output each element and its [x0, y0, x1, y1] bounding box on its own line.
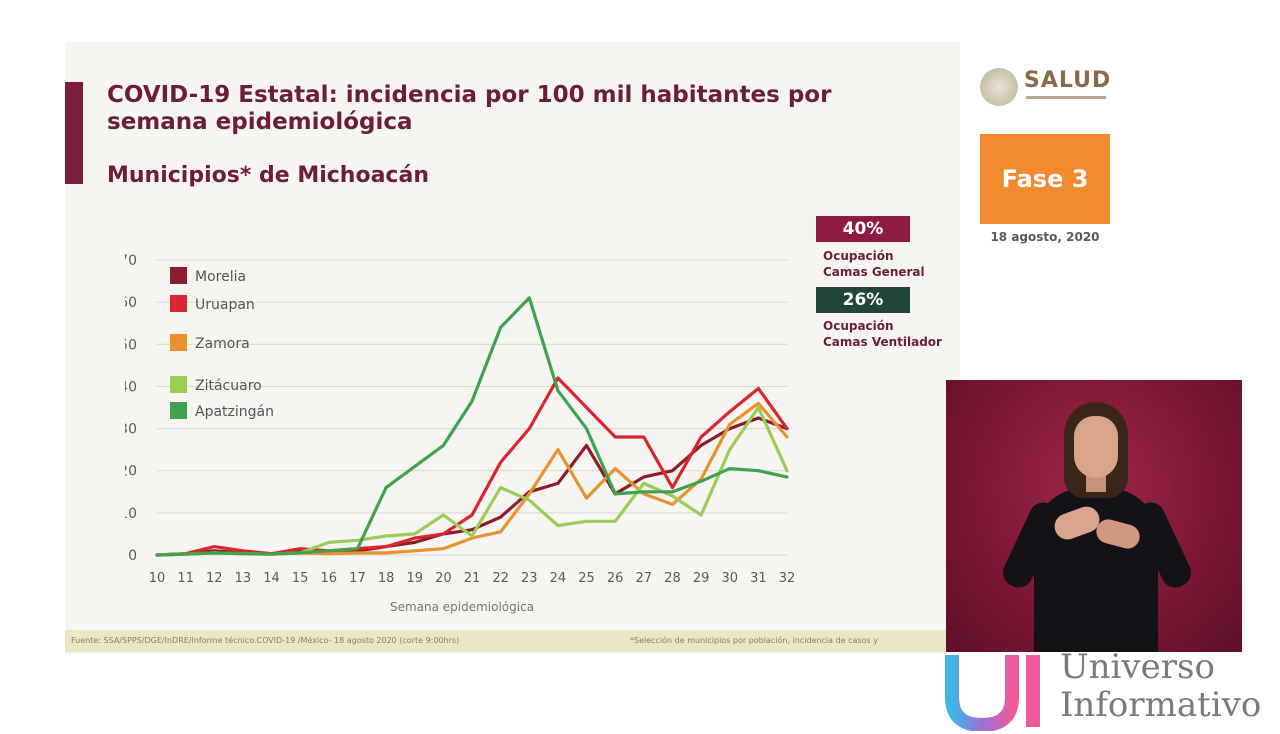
x-tick-label: 14 — [263, 571, 280, 586]
x-tick-label: 27 — [636, 571, 653, 586]
sign-language-interpreter-video — [946, 380, 1242, 652]
footer-bar: Fuente: SSA/SPPS/DGE/InDRE/Informe técni… — [65, 630, 960, 652]
y-tick-label: 50 — [125, 337, 137, 353]
legend-label-morelia: Morelia — [195, 269, 246, 285]
chart-subtitle: Municipios* de Michoacán — [107, 163, 429, 188]
salud-logo: SALUD — [980, 66, 1120, 106]
logo-text: SALUD — [1024, 68, 1112, 93]
interpreter-face — [1074, 416, 1118, 478]
y-tick-label: 0 — [128, 548, 137, 564]
x-tick-label: 15 — [292, 571, 309, 586]
title-accent-bar — [65, 82, 83, 184]
legend-label-zitácuaro: Zitácuaro — [195, 378, 262, 394]
occupancy-general-line2: Camas General — [823, 265, 925, 279]
legend-label-zamora: Zamora — [195, 336, 250, 352]
x-tick-label: 12 — [206, 571, 223, 586]
x-tick-label: 26 — [607, 571, 624, 586]
x-tick-label: 21 — [464, 571, 481, 586]
phase-badge: Fase 3 — [980, 134, 1110, 224]
watermark-line1: Universo — [1060, 647, 1215, 687]
x-tick-label: 24 — [550, 571, 567, 586]
occupancy-general-line1: Ocupación — [823, 249, 894, 263]
x-tick-label: 32 — [779, 571, 796, 586]
legend-swatch-zitácuaro — [170, 376, 187, 393]
occupancy-general-label: Ocupación Camas General — [823, 248, 983, 280]
series-line-zitácuaro — [155, 405, 789, 557]
coat-of-arms-icon — [980, 68, 1018, 106]
x-tick-label: 31 — [750, 571, 767, 586]
occupancy-ventilator-value: 26% — [816, 287, 910, 313]
x-tick-label: 30 — [721, 571, 738, 586]
y-tick-label: 10 — [125, 506, 137, 522]
line-chart: 0 10 20 30 40 50 60 70 10 11 12 13 14 15 16 17 18 19 20 21 2… — [125, 253, 796, 614]
occupancy-general-value: 40% — [816, 216, 910, 242]
y-tick-label: 60 — [125, 295, 137, 311]
x-tick-label: 10 — [149, 571, 166, 586]
x-tick-label: 17 — [349, 571, 366, 586]
x-tick-label: 29 — [693, 571, 710, 586]
x-tick-label: 23 — [521, 571, 538, 586]
x-tick-label: 16 — [321, 571, 338, 586]
legend-label-uruapan: Uruapan — [195, 297, 255, 313]
x-tick-label: 18 — [378, 571, 395, 586]
occupancy-ventilator-line1: Ocupación — [823, 319, 894, 333]
footer-source: Fuente: SSA/SPPS/DGE/InDRE/Informe técni… — [71, 636, 460, 645]
phase-date: 18 agosto, 2020 — [990, 230, 1100, 244]
series-line-zamora — [155, 401, 789, 557]
legend-swatch-uruapan — [170, 295, 187, 312]
x-tick-label: 28 — [664, 571, 681, 586]
slide: COVID-19 Estatal: incidencia por 100 mil… — [65, 42, 960, 654]
y-tick-label: 40 — [125, 379, 137, 395]
logo-underline — [1026, 96, 1106, 99]
watermark-text: Universo Informativo — [1060, 648, 1261, 724]
page-title: COVID-19 Estatal: incidencia por 100 mil… — [107, 82, 832, 135]
occupancy-ventilator-label: Ocupación Camas Ventilador — [823, 318, 983, 350]
occupancy-ventilator-line2: Camas Ventilador — [823, 335, 942, 349]
x-tick-label: 25 — [578, 571, 595, 586]
x-axis-label: Semana epidemiológica — [390, 600, 534, 614]
legend-label-apatzingán: Apatzingán — [195, 404, 274, 420]
legend-swatch-zamora — [170, 334, 187, 351]
x-tick-label: 22 — [492, 571, 509, 586]
watermark-logo-icon — [945, 655, 1040, 731]
x-tick-label: 19 — [406, 571, 423, 586]
x-tick-label: 11 — [177, 571, 194, 586]
watermark-line2: Informativo — [1060, 685, 1262, 725]
footer-note: *Selección de municipios por población, … — [630, 636, 878, 645]
interpreter-neck — [1086, 474, 1106, 492]
y-tick-label: 30 — [125, 422, 137, 438]
y-tick-label: 20 — [125, 464, 137, 480]
legend-swatch-morelia — [170, 267, 187, 284]
y-tick-label: 70 — [125, 253, 137, 269]
x-tick-label: 13 — [235, 571, 252, 586]
x-tick-label: 20 — [435, 571, 452, 586]
series-line-apatzingán — [155, 296, 789, 557]
legend-swatch-apatzingán — [170, 402, 187, 419]
